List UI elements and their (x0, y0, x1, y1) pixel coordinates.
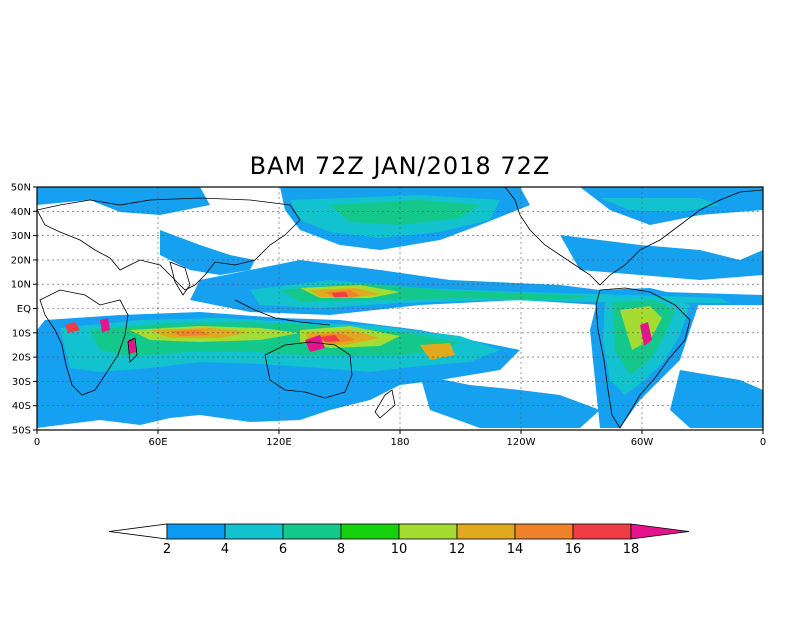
map-panel (36, 186, 764, 431)
lon-tick-label: 0 (760, 437, 766, 448)
lat-tick-label: 20N (11, 255, 31, 266)
colorbar-segment (514, 523, 574, 540)
lon-tick-label: 180 (390, 437, 409, 448)
colorbar-segment (224, 523, 284, 540)
lon-tick-label: 60W (631, 437, 654, 448)
lon-tick-label: 0 (34, 437, 40, 448)
colorbar-segment (282, 523, 342, 540)
lat-tick-label: 10S (12, 328, 31, 339)
colorbar-label: 10 (391, 542, 408, 557)
colorbar: 2 4 6 8 10 12 14 16 18 (108, 523, 690, 557)
colorbar-label: 14 (507, 542, 524, 557)
colorbar-label: 6 (279, 542, 287, 557)
colorbar-low-triangle (108, 523, 168, 540)
colorbar-label: 16 (565, 542, 582, 557)
colorbar-label: 18 (623, 542, 640, 557)
lat-tick-label: 50S (12, 426, 31, 437)
lat-tick-label: 50N (11, 183, 31, 194)
lat-tick-label: 30N (11, 231, 31, 242)
colorbar-segment (166, 523, 226, 540)
lat-tick-label: 10N (11, 280, 31, 291)
colorbar-high-triangle (630, 523, 690, 540)
grid-lines (37, 187, 763, 430)
colorbar-label: 4 (221, 542, 229, 557)
colorbar-segment (456, 523, 516, 540)
lat-tick-label: 30S (12, 377, 31, 388)
longitude-axis: 0 60E 120E 180 120W 60W 0 (34, 430, 766, 448)
lon-tick-label: 120W (507, 437, 536, 448)
lat-tick-label: EQ (17, 304, 31, 315)
map-title: BAM 72Z JAN/2018 72Z (249, 152, 551, 180)
lon-tick-label: 60E (148, 437, 167, 448)
lat-tick-label: 40S (12, 401, 31, 412)
latitude-axis: 50N 40N 30N 20N 10N EQ 10S 20S 30S 40S 50S (11, 183, 37, 437)
lat-tick-label: 40N (11, 207, 31, 218)
lat-tick-label: 20S (12, 353, 31, 364)
colorbar-segment (398, 523, 458, 540)
lon-tick-label: 120E (266, 437, 291, 448)
colorbar-label: 8 (337, 542, 345, 557)
colorbar-segment (340, 523, 400, 540)
colorbar-label: 12 (449, 542, 466, 557)
colorbar-segment (572, 523, 632, 540)
coastlines (37, 187, 763, 429)
colorbar-label: 2 (163, 542, 171, 557)
